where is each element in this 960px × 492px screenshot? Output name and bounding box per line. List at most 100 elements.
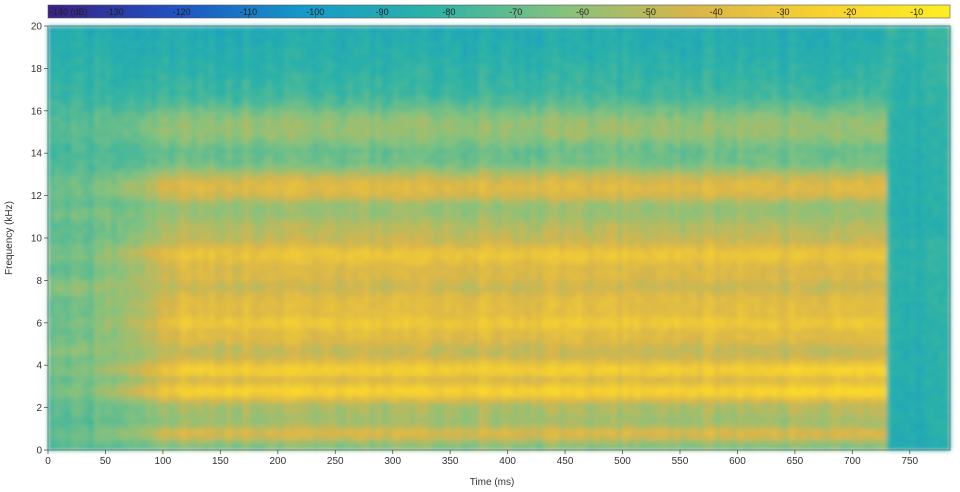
heatmap-cell [116, 185, 124, 191]
heatmap-cell [352, 158, 359, 165]
heatmap-cell [191, 397, 198, 403]
heatmap-cell [70, 243, 78, 250]
heatmap-cell [128, 370, 135, 377]
heatmap-cell [93, 110, 101, 117]
heatmap-cell [139, 439, 147, 446]
heatmap-cell [208, 158, 216, 165]
heatmap-cell [53, 174, 61, 181]
heatmap-cell [174, 418, 181, 425]
heatmap-cell [116, 370, 124, 377]
heatmap-cell [231, 153, 239, 160]
heatmap-cell [134, 57, 141, 64]
heatmap-cell [231, 121, 239, 128]
heatmap-cell [82, 126, 89, 133]
heatmap-cell [312, 354, 319, 361]
heatmap-cell [134, 94, 141, 101]
heatmap-cell [197, 259, 204, 266]
heatmap-cell [295, 354, 302, 361]
heatmap-cell [346, 142, 354, 149]
heatmap-cell [358, 174, 365, 181]
heatmap-cell [151, 428, 158, 435]
heatmap-cell [128, 84, 135, 91]
heatmap-cell [65, 312, 72, 319]
heatmap-cell [375, 349, 382, 356]
heatmap-cell [53, 264, 61, 271]
heatmap-cell [191, 79, 198, 85]
heatmap-cell [145, 428, 153, 435]
heatmap-cell [214, 110, 221, 117]
heatmap-cell [249, 52, 256, 59]
heatmap-cell [214, 158, 221, 165]
heatmap-cell [48, 121, 55, 128]
heatmap-cell [185, 190, 193, 197]
heatmap-cell [145, 232, 153, 239]
heatmap-cell [392, 344, 400, 350]
heatmap-cell [145, 211, 153, 218]
heatmap-cell [122, 338, 130, 345]
heatmap-cell [266, 232, 273, 239]
heatmap-cell [203, 31, 210, 38]
heatmap-cell [220, 423, 227, 430]
heatmap-cell [306, 200, 313, 207]
heatmap-cell [312, 428, 319, 435]
heatmap-cell [122, 200, 130, 207]
heatmap-cell [191, 269, 198, 276]
heatmap-cell [226, 280, 233, 287]
heatmap-cell [381, 248, 388, 255]
heatmap-cell [65, 121, 72, 128]
heatmap-cell [145, 418, 153, 425]
heatmap-cell [70, 349, 78, 356]
heatmap-cell [358, 163, 365, 170]
heatmap-cell [243, 359, 250, 366]
heatmap-cell [369, 269, 377, 276]
heatmap-cell [329, 312, 336, 319]
heatmap-cell [162, 174, 170, 181]
heatmap-cell [208, 153, 216, 160]
heatmap-cell [185, 280, 193, 287]
heatmap-cell [283, 36, 290, 43]
heatmap-cell [191, 428, 198, 435]
heatmap-cell [249, 269, 256, 276]
heatmap-cell [105, 147, 112, 154]
heatmap-cell [70, 84, 78, 91]
heatmap-cell [243, 110, 250, 117]
heatmap-cell [300, 328, 308, 334]
heatmap-cell [191, 407, 198, 414]
heatmap-cell [99, 402, 107, 409]
heatmap-cell [300, 190, 308, 197]
heatmap-cell [88, 248, 95, 255]
heatmap-cell [105, 439, 112, 446]
heatmap-cell [392, 412, 400, 419]
heatmap-cell [266, 52, 273, 59]
heatmap-cell [208, 105, 216, 112]
heatmap-cell [231, 391, 239, 398]
heatmap-cell [358, 211, 365, 218]
heatmap-cell [76, 232, 84, 239]
heatmap-cell [237, 264, 244, 271]
heatmap-cell [157, 243, 164, 250]
heatmap-cell [226, 105, 233, 112]
heatmap-cell [203, 174, 210, 181]
heatmap-cell [289, 328, 296, 334]
heatmap-cell [266, 121, 273, 128]
heatmap-cell [335, 116, 342, 122]
heatmap-cell [162, 370, 170, 377]
heatmap-cell [277, 52, 285, 59]
heatmap-cell [105, 142, 112, 149]
heatmap-cell [76, 301, 84, 308]
heatmap-cell [398, 195, 405, 202]
heatmap-cell [99, 328, 107, 334]
heatmap-cell [260, 317, 267, 324]
heatmap-cell [312, 375, 319, 382]
heatmap-cell [295, 26, 302, 32]
heatmap-cell [82, 264, 89, 271]
heatmap-cell [306, 190, 313, 197]
heatmap-cell [145, 365, 153, 372]
heatmap-cell [139, 84, 147, 91]
heatmap-cell [358, 381, 365, 387]
heatmap-cell [185, 344, 193, 350]
heatmap-cell [335, 26, 342, 32]
heatmap-cell [99, 110, 107, 117]
heatmap-cell [70, 428, 78, 435]
heatmap-cell [358, 36, 365, 43]
